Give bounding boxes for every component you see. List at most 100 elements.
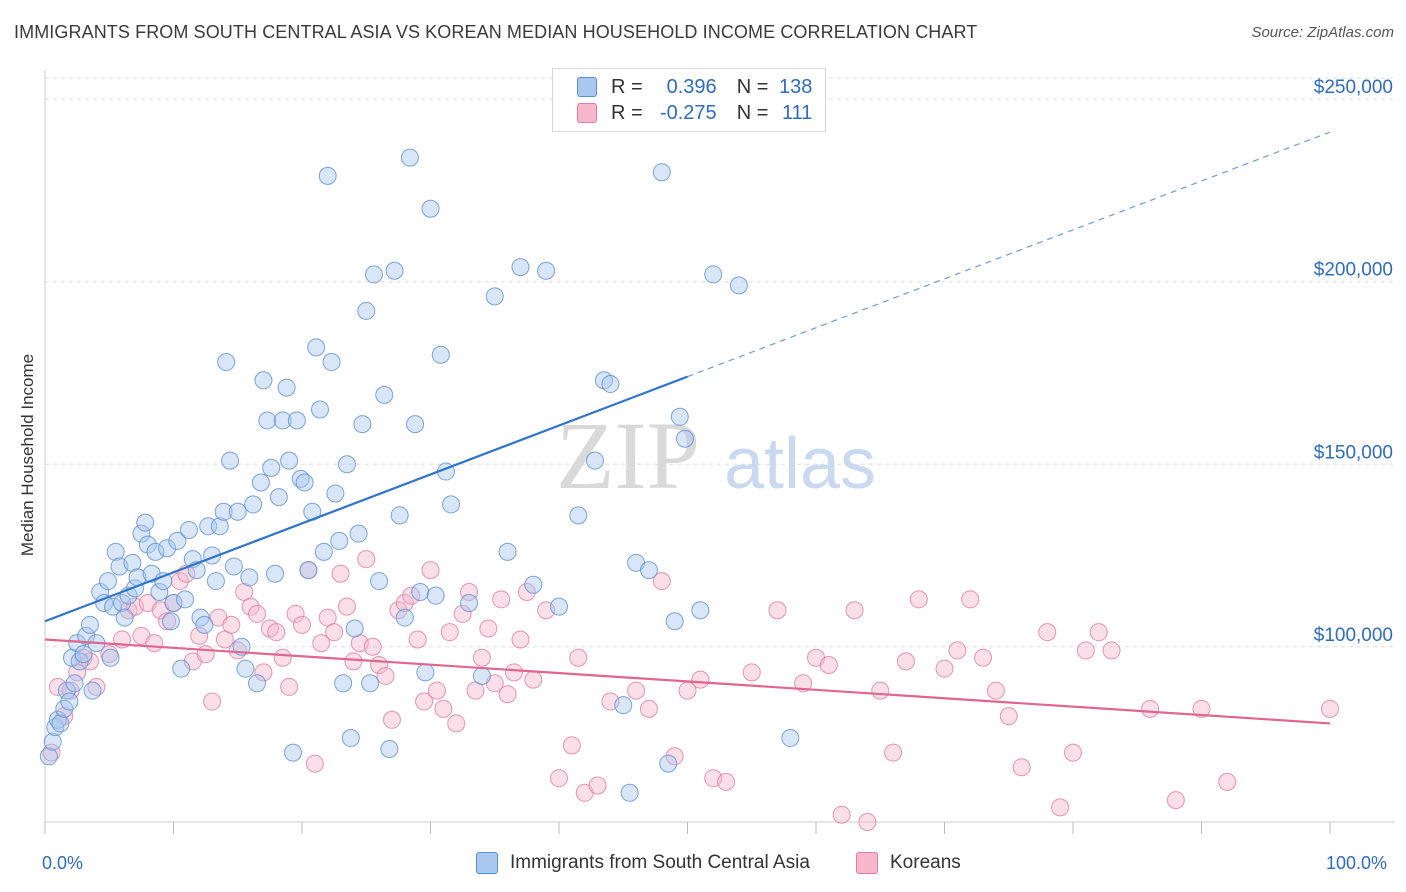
data-point	[244, 495, 263, 514]
data-point	[550, 769, 568, 788]
data-point	[380, 739, 399, 758]
data-point	[408, 630, 427, 649]
data-point	[442, 495, 461, 514]
data-point	[266, 564, 285, 583]
data-point	[652, 163, 671, 182]
data-point	[138, 535, 157, 554]
data-point	[395, 608, 414, 627]
data-point	[498, 685, 517, 704]
data-point	[421, 199, 440, 218]
data-point	[416, 663, 435, 682]
data-point	[145, 634, 164, 653]
data-point	[203, 692, 222, 711]
data-point	[511, 630, 530, 649]
data-point	[195, 615, 214, 634]
data-point	[284, 743, 303, 762]
data-point	[585, 451, 604, 470]
data-point	[307, 338, 326, 357]
data-point	[326, 484, 345, 503]
data-point	[562, 736, 581, 755]
data-point	[639, 699, 658, 718]
data-point	[273, 411, 292, 430]
data-point	[267, 623, 286, 642]
legend-swatch-pink	[577, 103, 597, 123]
data-point	[357, 550, 376, 569]
data-point	[158, 539, 177, 558]
legend-label: Koreans	[890, 852, 961, 873]
data-point	[498, 542, 517, 561]
data-point	[794, 674, 813, 693]
data-point	[819, 656, 838, 675]
data-point	[421, 561, 440, 580]
data-point	[325, 623, 344, 642]
data-point	[511, 258, 530, 277]
x-axis-min-label: 0.0%	[42, 853, 84, 873]
data-point	[46, 718, 65, 737]
data-point	[80, 652, 99, 671]
data-point	[222, 615, 241, 634]
data-point	[196, 645, 215, 664]
data-point	[164, 593, 183, 612]
data-point	[248, 604, 267, 623]
data-point	[845, 601, 864, 620]
data-point	[537, 261, 556, 280]
correlation-legend: R = 0.396 N = 138 R = -0.275 N = 111	[552, 68, 826, 132]
data-point	[210, 517, 229, 536]
data-point	[330, 531, 349, 550]
data-point	[146, 542, 165, 561]
series-koreans	[42, 550, 1339, 831]
data-point	[280, 677, 299, 696]
data-point	[312, 634, 331, 653]
data-point	[858, 813, 877, 831]
data-point	[334, 674, 353, 693]
n-label: N =	[736, 101, 769, 124]
trend-line-koreans	[44, 638, 1331, 725]
data-point	[472, 666, 491, 685]
data-point	[172, 659, 191, 678]
series-immigrants-south-central-asia	[39, 148, 800, 802]
data-point	[524, 670, 543, 689]
data-point	[1192, 699, 1211, 718]
trend-lines	[44, 131, 1331, 725]
data-point	[241, 597, 260, 616]
data-point	[123, 553, 142, 572]
data-point	[729, 276, 748, 295]
legend-row-koreans: R = -0.275 N = 111	[577, 101, 812, 125]
legend-swatch-blue	[577, 77, 597, 97]
data-point	[781, 729, 800, 748]
data-point	[106, 542, 125, 561]
data-point	[665, 747, 684, 766]
data-point	[659, 754, 678, 773]
r-value: -0.275	[659, 101, 717, 124]
data-point	[190, 626, 209, 645]
data-point	[248, 674, 267, 693]
data-point	[411, 583, 430, 602]
data-point	[884, 743, 903, 762]
data-point	[240, 568, 259, 587]
data-point	[1166, 791, 1185, 810]
axes	[44, 70, 1395, 834]
data-point	[460, 583, 479, 602]
n-label: N =	[736, 75, 769, 98]
data-point	[161, 612, 180, 631]
data-point	[935, 659, 954, 678]
watermark: ZIP atlas	[556, 402, 876, 509]
data-point	[83, 681, 102, 700]
data-point	[150, 583, 169, 602]
data-point	[601, 374, 620, 393]
data-point	[948, 641, 967, 660]
data-point	[395, 593, 414, 612]
data-point	[43, 732, 62, 751]
data-point	[51, 714, 70, 733]
data-point	[98, 572, 117, 591]
data-point	[479, 619, 498, 638]
data-point	[691, 601, 710, 620]
data-point	[742, 663, 761, 682]
data-point	[871, 681, 890, 700]
data-point	[440, 623, 459, 642]
data-point	[832, 805, 851, 824]
data-point	[472, 648, 491, 667]
data-point	[492, 590, 511, 609]
data-point	[331, 564, 350, 583]
data-point	[206, 572, 225, 591]
